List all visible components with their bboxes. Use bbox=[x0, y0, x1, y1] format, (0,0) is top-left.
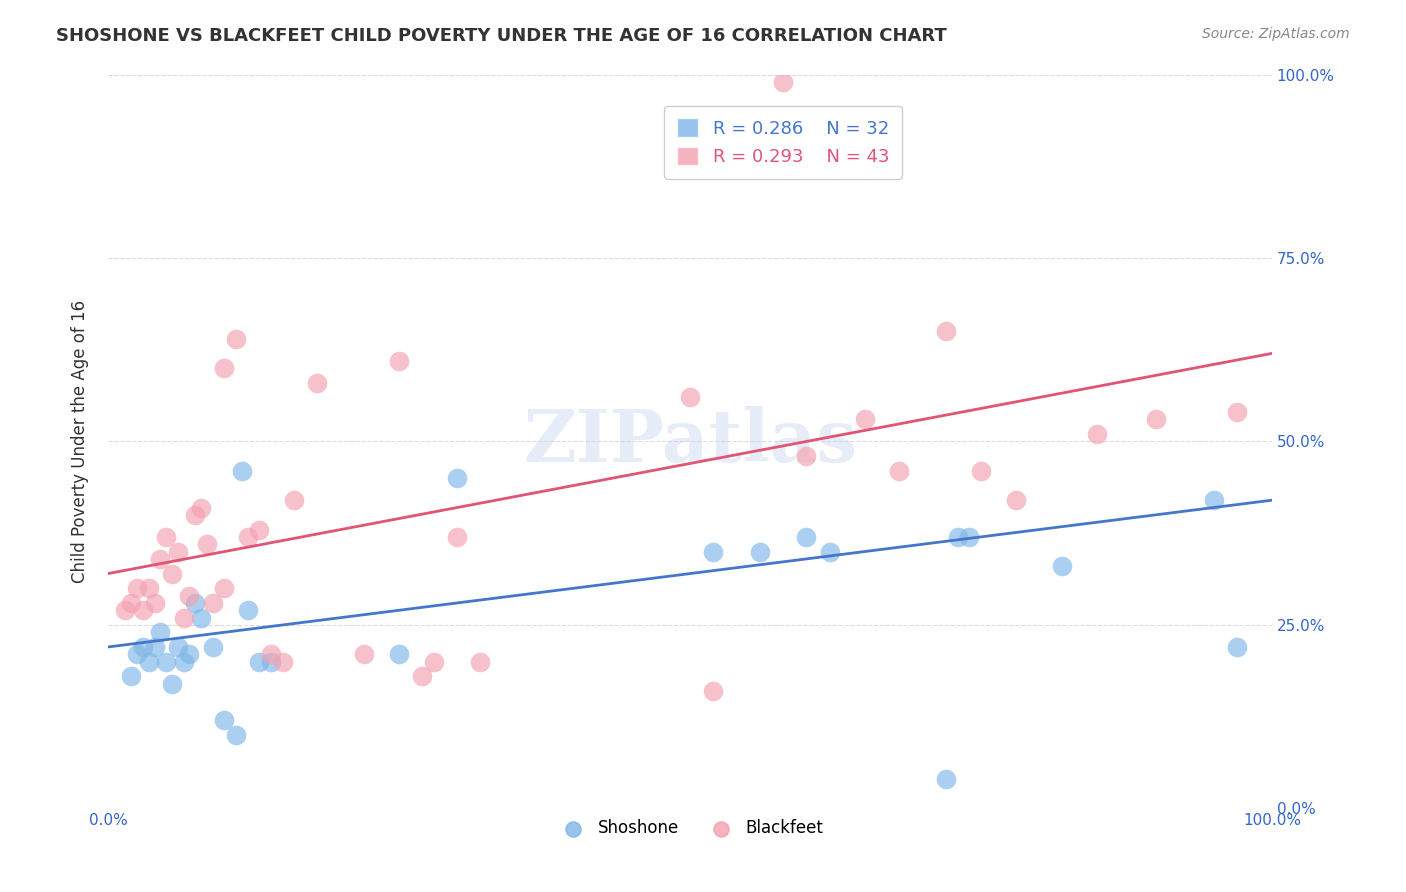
Point bbox=[935, 325, 957, 339]
Point bbox=[214, 581, 236, 595]
Point bbox=[1202, 493, 1225, 508]
Point bbox=[935, 772, 957, 786]
Point bbox=[388, 353, 411, 368]
Point bbox=[120, 596, 142, 610]
Y-axis label: Child Poverty Under the Age of 16: Child Poverty Under the Age of 16 bbox=[72, 300, 89, 583]
Point bbox=[446, 471, 468, 485]
Point bbox=[307, 376, 329, 390]
Point bbox=[179, 589, 201, 603]
Point bbox=[1005, 493, 1028, 508]
Point bbox=[247, 523, 270, 537]
Point bbox=[114, 603, 136, 617]
Point bbox=[853, 412, 876, 426]
Point bbox=[702, 544, 724, 558]
Text: Source: ZipAtlas.com: Source: ZipAtlas.com bbox=[1202, 27, 1350, 41]
Text: ZIPatlas: ZIPatlas bbox=[523, 406, 858, 477]
Point bbox=[190, 610, 212, 624]
Point bbox=[1144, 412, 1167, 426]
Point bbox=[173, 610, 195, 624]
Point bbox=[283, 493, 305, 508]
Point bbox=[236, 603, 259, 617]
Point bbox=[184, 596, 207, 610]
Point bbox=[772, 75, 794, 89]
Point bbox=[166, 640, 188, 654]
Point bbox=[179, 648, 201, 662]
Point bbox=[155, 655, 177, 669]
Point bbox=[143, 640, 166, 654]
Point bbox=[138, 655, 160, 669]
Point bbox=[271, 655, 294, 669]
Point bbox=[353, 648, 375, 662]
Point bbox=[260, 648, 283, 662]
Point bbox=[446, 530, 468, 544]
Point bbox=[260, 655, 283, 669]
Point bbox=[231, 464, 253, 478]
Point bbox=[160, 566, 183, 581]
Point bbox=[149, 625, 172, 640]
Point bbox=[423, 655, 446, 669]
Point bbox=[748, 544, 770, 558]
Point bbox=[794, 449, 817, 463]
Point bbox=[236, 530, 259, 544]
Point bbox=[818, 544, 841, 558]
Point bbox=[1052, 559, 1074, 574]
Point bbox=[411, 669, 433, 683]
Point bbox=[195, 537, 218, 551]
Point bbox=[166, 544, 188, 558]
Point bbox=[127, 648, 149, 662]
Point bbox=[794, 530, 817, 544]
Point bbox=[149, 552, 172, 566]
Point bbox=[127, 581, 149, 595]
Point bbox=[214, 714, 236, 728]
Point bbox=[160, 676, 183, 690]
Point bbox=[214, 361, 236, 376]
Point bbox=[155, 530, 177, 544]
Point bbox=[470, 655, 492, 669]
Point bbox=[970, 464, 993, 478]
Point bbox=[957, 530, 980, 544]
Point bbox=[201, 596, 224, 610]
Legend: Shoshone, Blackfeet: Shoshone, Blackfeet bbox=[550, 813, 831, 844]
Point bbox=[132, 640, 155, 654]
Point bbox=[225, 728, 247, 742]
Point bbox=[679, 391, 702, 405]
Text: SHOSHONE VS BLACKFEET CHILD POVERTY UNDER THE AGE OF 16 CORRELATION CHART: SHOSHONE VS BLACKFEET CHILD POVERTY UNDE… bbox=[56, 27, 948, 45]
Point bbox=[138, 581, 160, 595]
Point bbox=[173, 655, 195, 669]
Point bbox=[190, 500, 212, 515]
Point bbox=[120, 669, 142, 683]
Point bbox=[184, 508, 207, 522]
Point bbox=[143, 596, 166, 610]
Point bbox=[247, 655, 270, 669]
Point bbox=[702, 684, 724, 698]
Point bbox=[1226, 640, 1249, 654]
Point bbox=[132, 603, 155, 617]
Point bbox=[889, 464, 911, 478]
Point bbox=[225, 332, 247, 346]
Point bbox=[1085, 427, 1108, 442]
Point bbox=[388, 648, 411, 662]
Point bbox=[201, 640, 224, 654]
Point bbox=[946, 530, 969, 544]
Point bbox=[1226, 405, 1249, 419]
